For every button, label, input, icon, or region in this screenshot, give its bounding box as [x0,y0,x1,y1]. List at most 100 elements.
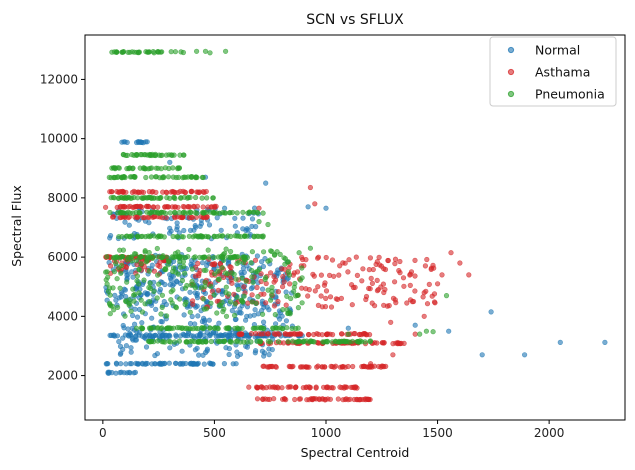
normal-point [241,269,247,276]
x-tick-label: 1000 [311,426,342,440]
asthama-point [407,282,413,289]
asthama-point [375,287,381,293]
pneumonia-point [126,194,132,200]
pneumonia-point [118,270,124,276]
pneumonia-point [285,269,292,275]
pneumonia-point [210,210,216,216]
pneumonia-point [223,284,229,290]
pneumonia-point [191,282,197,288]
pneumonia-point [192,233,198,239]
normal-point [125,332,131,338]
pneumonia-point [265,221,271,228]
pneumonia-point [233,339,239,345]
asthama-point [267,384,273,390]
pneumonia-point [127,210,133,216]
pneumonia-point [240,209,246,215]
points-layer [102,48,608,403]
asthama-point [368,275,374,282]
asthama-point [310,396,316,402]
pneumonia-point [103,277,109,283]
pneumonia-point [123,152,129,158]
normal-point [134,139,140,146]
pneumonia-point [222,210,228,216]
pneumonia-point [136,281,142,287]
asthama-point [314,331,320,337]
asthama-point [336,272,342,278]
asthama-point [329,257,336,263]
pneumonia-point [138,261,144,267]
pneumonia-point [284,293,290,299]
normal-point [152,352,158,359]
asthama-point [412,257,418,264]
pneumonia-point [154,245,160,252]
pneumonia-point [176,338,182,344]
asthama-point [142,215,148,221]
normal-point [107,235,113,241]
asthama-point [392,256,399,262]
normal-point [479,352,485,358]
asthama-point [200,204,206,210]
pneumonia-point [170,265,177,271]
pneumonia-point [296,250,302,256]
pneumonia-point [159,304,165,311]
asthama-point [359,278,365,284]
pneumonia-point [223,246,229,252]
pneumonia-point [244,339,250,345]
pneumonia-point [139,309,145,315]
normal-point [198,221,204,227]
pneumonia-point [249,249,255,255]
pneumonia-point [250,279,256,286]
normal-point [251,312,257,318]
pneumonia-point [193,174,199,180]
asthama-point [350,363,356,370]
asthama-point [409,299,416,305]
pneumonia-point [114,254,120,260]
pneumonia-point [200,325,206,332]
pneumonia-point [272,252,278,258]
asthama-point [421,313,427,319]
normal-point [174,220,180,226]
pneumonia-point [214,310,220,316]
pneumonia-point [269,292,275,298]
pneumonia-point [106,285,113,291]
pneumonia-point [233,276,239,282]
normal-point [197,331,203,337]
pneumonia-point [163,152,169,158]
pneumonia-point [194,210,200,216]
asthama-point [319,304,325,310]
normal-point [132,306,138,312]
asthama-point [323,288,330,294]
normal-point [277,316,283,322]
asthama-point [136,189,143,196]
pneumonia-point [143,174,149,181]
pneumonia-point [181,209,187,215]
pneumonia-point [443,293,450,299]
normal-point [144,292,150,298]
pneumonia-point [269,284,275,291]
asthama-point [431,299,438,305]
asthama-point [374,259,380,265]
normal-point [179,348,185,354]
pneumonia-point [187,309,193,315]
pneumonia-point [423,328,430,334]
normal-point [232,215,238,221]
pneumonia-point [254,338,260,344]
normal-point [263,180,269,186]
normal-point [206,222,213,228]
asthama-point [312,201,318,207]
asthama-point [164,189,170,196]
normal-point [233,361,239,367]
pneumonia-point [131,174,137,180]
asthama-point [262,396,268,402]
asthama-point [324,331,330,338]
pneumonia-point [226,325,232,331]
asthama-point [246,384,252,390]
normal-point [169,273,175,279]
pneumonia-point [173,174,179,181]
pneumonia-point [255,294,261,300]
pneumonia-point [232,301,238,307]
pneumonia-point [215,268,221,274]
asthama-point [382,266,389,273]
normal-point [196,352,202,358]
